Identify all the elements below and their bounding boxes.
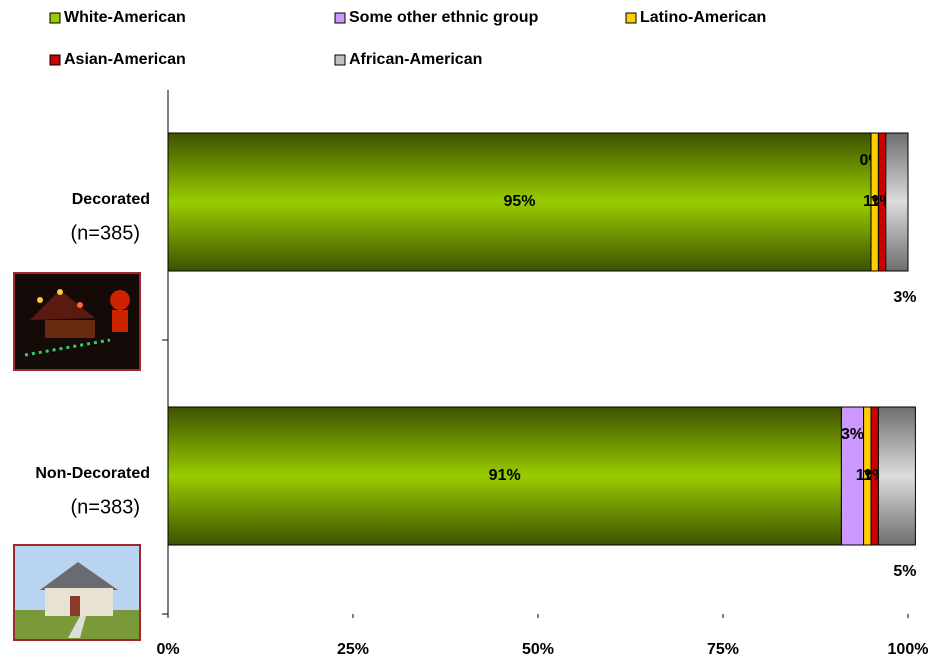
x-tick-label: 75% xyxy=(707,641,739,658)
data-label: 95% xyxy=(503,193,535,210)
x-tick-label: 25% xyxy=(337,641,369,658)
legend-swatch xyxy=(334,54,346,66)
legend-label: Some other ethnic group xyxy=(349,9,539,26)
legend-label: African-American xyxy=(349,51,482,68)
category-sublabel: (n=385) xyxy=(71,222,141,244)
x-tick-label: 100% xyxy=(888,641,929,658)
data-label: 5% xyxy=(893,563,916,580)
data-label: 3% xyxy=(841,426,864,443)
bar-segment xyxy=(885,132,909,272)
decorated-photo xyxy=(13,272,141,371)
data-label: 91% xyxy=(489,467,521,484)
legend-label: White-American xyxy=(64,9,186,26)
category-label: Non-Decorated xyxy=(35,465,150,482)
non-decorated-photo xyxy=(13,544,141,641)
x-tick-label: 0% xyxy=(156,641,179,658)
data-label: 3% xyxy=(893,289,916,306)
legend-label: Asian-American xyxy=(64,51,186,68)
legend-swatch xyxy=(49,12,61,24)
category-sublabel: (n=383) xyxy=(71,496,141,518)
bar-segment xyxy=(877,406,916,546)
category-label: Decorated xyxy=(72,191,150,208)
x-tick-label: 50% xyxy=(522,641,554,658)
legend-swatch xyxy=(334,12,346,24)
bar-segment xyxy=(167,406,842,546)
bar-segment xyxy=(167,132,872,272)
legend-swatch xyxy=(625,12,637,24)
legend-swatch xyxy=(49,54,61,66)
legend-label: Latino-American xyxy=(640,9,766,26)
